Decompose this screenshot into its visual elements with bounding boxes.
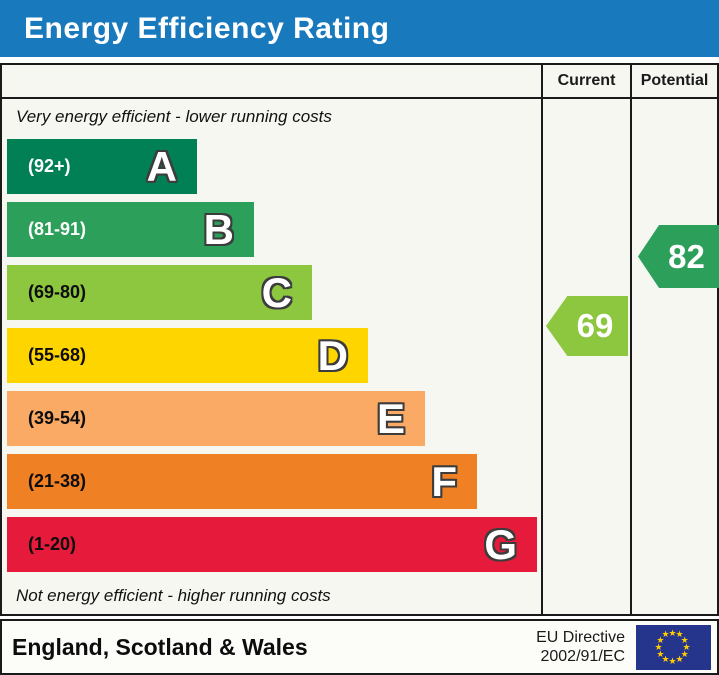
potential-rating-arrow: 82 — [638, 225, 719, 288]
page-title: Energy Efficiency Rating — [24, 11, 390, 45]
potential-rating-value: 82 — [668, 237, 705, 275]
band-c-range: (69-80) — [28, 282, 87, 302]
band-e-letter: E — [376, 395, 405, 442]
potential-column-divider — [630, 65, 632, 614]
band-b-letter: B — [203, 206, 234, 253]
band-a-letter: A — [146, 143, 177, 190]
band-row-f: (21-38) F — [7, 454, 477, 509]
rating-table: Current Potential Very energy efficient … — [0, 63, 719, 616]
title-bar: Energy Efficiency Rating — [0, 0, 719, 57]
eu-flag-icon: ★ ★ ★ ★ ★ ★ ★ ★ ★ ★ ★ ★ — [636, 625, 711, 670]
band-d-range: (55-68) — [28, 345, 87, 365]
band-f-letter: F — [431, 458, 457, 505]
band-e-range: (39-54) — [28, 408, 87, 428]
eu-directive-line1: EU Directive — [536, 629, 625, 646]
band-b-range: (81-91) — [28, 219, 87, 239]
band-d-letter: D — [317, 332, 348, 379]
band-row-a: (92+) A — [7, 139, 197, 194]
band-c-letter: C — [261, 269, 292, 316]
table-header-row: Current Potential — [2, 65, 717, 99]
band-a-range: (92+) — [28, 156, 71, 176]
eu-directive-line2: 2002/91/EC — [540, 648, 625, 665]
band-g-letter: G — [484, 521, 517, 568]
potential-column-header: Potential — [640, 72, 709, 89]
current-rating-arrow: 69 — [546, 296, 628, 356]
current-column-divider — [541, 65, 543, 614]
bottom-caption: Not energy efficient - higher running co… — [16, 586, 331, 605]
region-label: England, Scotland & Wales — [12, 634, 308, 660]
footer-bar: England, Scotland & Wales EU Directive 2… — [0, 619, 719, 675]
band-row-e: (39-54) E — [7, 391, 425, 446]
eu-directive-label: EU Directive 2002/91/EC — [536, 628, 625, 666]
band-f-range: (21-38) — [28, 471, 87, 491]
top-caption: Very energy efficient - lower running co… — [16, 107, 332, 126]
band-g-range: (1-20) — [28, 534, 77, 554]
band-row-b: (81-91) B — [7, 202, 254, 257]
band-row-c: (69-80) C — [7, 265, 312, 320]
band-row-d: (55-68) D — [7, 328, 368, 383]
rating-bands: (92+) A (81-91) B (69-80) C (55-68) D (3… — [7, 139, 537, 572]
current-rating-value: 69 — [576, 307, 614, 344]
band-row-g: (1-20) G — [7, 517, 537, 572]
current-column-header: Current — [557, 72, 616, 89]
